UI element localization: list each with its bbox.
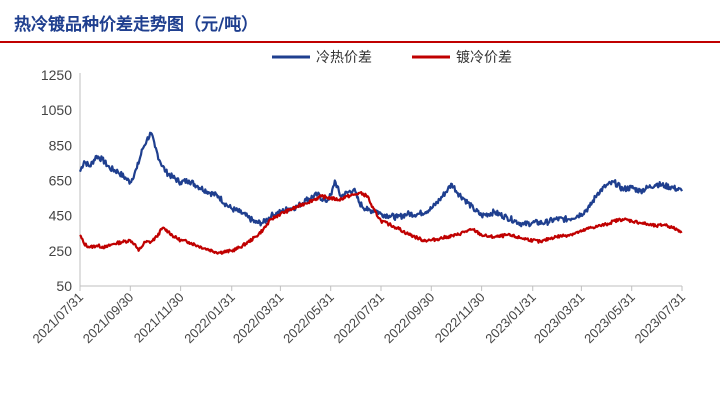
- x-tick-label: 2023/01/31: [482, 290, 539, 347]
- title-bar: 热冷镀品种价差走势图（元/吨）: [0, 0, 720, 43]
- x-tick-label: 2021/09/30: [80, 290, 137, 347]
- y-tick-label: 1050: [41, 102, 72, 118]
- y-tick-label: 250: [49, 243, 73, 259]
- x-tick-label: 2022/09/30: [381, 290, 438, 347]
- chart-title: 热冷镀品种价差走势图（元/吨）: [14, 15, 259, 35]
- x-tick-label: 2022/03/31: [230, 290, 287, 347]
- x-tick-label: 2023/03/31: [531, 290, 588, 347]
- x-tick-label: 2021/07/31: [29, 290, 86, 347]
- x-tick-label: 2022/07/31: [330, 290, 387, 347]
- y-axis-ticks: 1250 1050 850 650 450 250 50: [41, 67, 72, 294]
- title-underline: [0, 41, 720, 43]
- chart-legend: 冷热价差 镀冷价差: [272, 49, 512, 66]
- chart-series: [78, 131, 683, 255]
- x-tick-label: 2022/11/30: [432, 290, 488, 346]
- x-tick-label: 2023/07/31: [631, 290, 688, 347]
- series-line-cold-hot: [78, 131, 683, 228]
- y-tick-label: 650: [49, 173, 73, 189]
- y-tick-label: 850: [49, 137, 73, 153]
- x-axis-ticks: 2021/07/312021/09/302021/11/302022/01/31…: [29, 286, 688, 346]
- y-tick-label: 50: [56, 278, 72, 294]
- x-tick-label: 2022/05/31: [280, 290, 337, 347]
- x-tick-label: 2023/05/31: [581, 290, 638, 347]
- chart-axes: [79, 73, 682, 287]
- series-line-galv-cold: [79, 191, 683, 255]
- x-tick-label: 2021/11/30: [131, 290, 187, 346]
- y-tick-label: 1250: [41, 67, 72, 83]
- x-tick-label: 2022/01/31: [181, 290, 238, 347]
- legend-label: 冷热价差: [316, 50, 372, 66]
- y-tick-label: 450: [49, 208, 73, 224]
- legend-label: 镀冷价差: [456, 49, 512, 66]
